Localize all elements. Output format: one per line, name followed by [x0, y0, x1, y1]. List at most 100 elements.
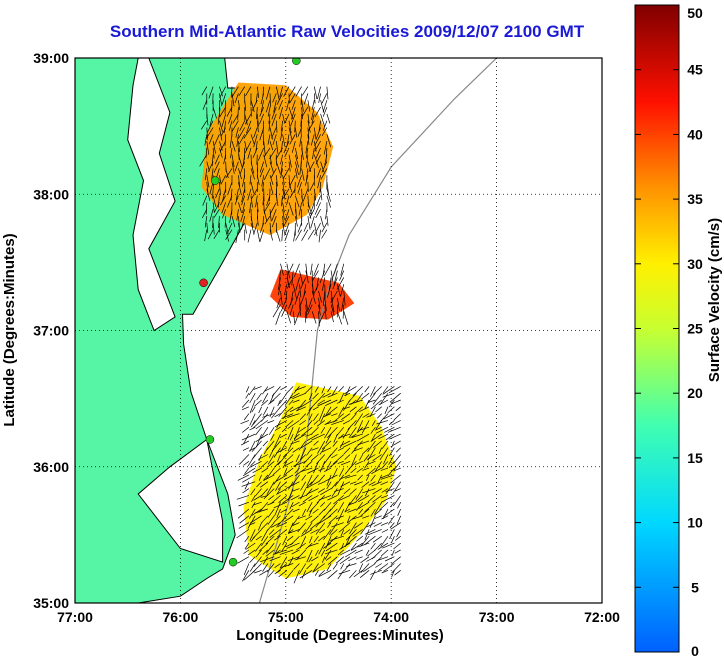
vector-arrow — [282, 461, 288, 469]
vector-arrow — [281, 426, 288, 433]
vector-arrow — [318, 297, 321, 309]
vector-arrow — [244, 467, 250, 475]
vector-arrow — [236, 209, 239, 221]
vector-arrow — [300, 277, 307, 289]
vector-arrow — [287, 420, 300, 429]
vector-arrow — [330, 304, 335, 316]
vector-arrow — [304, 386, 313, 394]
vector-arrow — [334, 488, 344, 492]
vector-arrow — [243, 413, 250, 421]
vector-arrow — [269, 140, 274, 151]
vector-arrow — [264, 215, 271, 225]
vector-arrow — [262, 406, 269, 416]
vector-arrow — [315, 209, 321, 219]
vector-arrow — [219, 127, 223, 141]
vector-arrow — [334, 474, 345, 487]
vector-arrow — [320, 168, 328, 180]
vector-arrow — [360, 508, 370, 517]
vector-arrow — [235, 229, 239, 243]
vector-arrow — [358, 508, 363, 515]
vector-arrow — [291, 515, 300, 528]
vector-arrow — [314, 222, 321, 236]
vector-arrow — [275, 120, 278, 133]
vector-arrow — [276, 93, 283, 105]
vector-arrow — [258, 454, 262, 462]
vector-arrow — [351, 454, 357, 466]
vector-arrow — [276, 522, 288, 528]
vector-arrow — [389, 392, 401, 403]
vector-arrow — [390, 522, 401, 530]
vector-arrow — [331, 467, 338, 479]
vector-arrow — [243, 127, 252, 139]
vector-arrow — [375, 406, 382, 413]
vector-arrow — [363, 454, 370, 462]
vector-arrow — [384, 406, 389, 414]
vector-arrow — [315, 127, 321, 140]
vector-arrow — [263, 474, 275, 482]
vector-arrow — [285, 467, 294, 475]
vector-arrow — [277, 454, 288, 466]
vector-arrow — [241, 481, 256, 487]
vector-arrow — [394, 570, 401, 576]
vector-arrow — [359, 406, 370, 413]
vector-arrow — [238, 147, 240, 160]
vector-arrow — [309, 202, 315, 215]
vector-arrow — [329, 461, 338, 468]
colorbar-tick-label: 45 — [687, 62, 703, 78]
vector-arrow — [276, 508, 281, 518]
vector-arrow — [337, 284, 341, 297]
vector-arrow — [219, 86, 223, 97]
vector-arrow — [285, 290, 288, 302]
vector-arrow — [320, 161, 325, 173]
vector-arrow — [256, 86, 260, 98]
vector-arrow — [212, 222, 215, 235]
vector-arrow — [344, 392, 351, 396]
vector-arrow — [369, 515, 376, 528]
vector-arrow — [338, 522, 351, 533]
vector-arrow — [308, 161, 315, 173]
vector-arrow — [293, 570, 300, 584]
vector-arrow — [311, 447, 319, 451]
vector-arrow — [265, 467, 275, 480]
vector-arrow — [238, 181, 242, 196]
vector-arrow — [278, 570, 288, 578]
vector-arrow — [314, 202, 321, 215]
vector-arrow — [327, 535, 338, 545]
vector-arrow — [293, 563, 300, 570]
vector-arrow — [311, 100, 315, 110]
vector-arrow — [306, 502, 313, 513]
vector-arrow — [277, 515, 288, 527]
vector-arrow — [238, 222, 241, 233]
x-tick-label: 74:00 — [373, 609, 409, 625]
vector-arrow — [215, 188, 220, 199]
vector-arrow — [308, 413, 313, 421]
vector-arrow — [238, 175, 241, 187]
vector-arrow — [299, 270, 303, 285]
vector-arrow — [333, 270, 338, 286]
vector-arrow — [282, 181, 286, 195]
vector-arrow — [340, 563, 345, 570]
colorbar-tick-label: 0 — [691, 643, 699, 659]
vector-arrow — [396, 515, 402, 525]
vector-arrow — [331, 488, 338, 497]
vector-arrow — [322, 447, 332, 453]
vector-arrow — [280, 386, 288, 391]
vector-arrow — [226, 222, 233, 235]
vector-arrow — [263, 474, 269, 481]
vector-arrow — [224, 216, 227, 228]
vector-arrow — [370, 570, 376, 580]
vector-arrow — [393, 542, 401, 550]
vector-arrow — [206, 127, 208, 140]
colorbar-ticks: 0 5 10 15 20 25 30 35 40 45 50 — [635, 4, 703, 659]
vector-arrow — [343, 311, 349, 326]
vector-arrow — [322, 263, 326, 277]
vector-arrow — [301, 141, 303, 155]
vector-arrow — [330, 270, 334, 282]
vector-arrow — [301, 570, 307, 579]
vector-arrow — [311, 290, 316, 304]
vector-arrow — [356, 433, 370, 442]
vector-arrow — [383, 413, 395, 420]
vector-arrow — [306, 474, 313, 486]
vector-arrow — [289, 502, 294, 510]
